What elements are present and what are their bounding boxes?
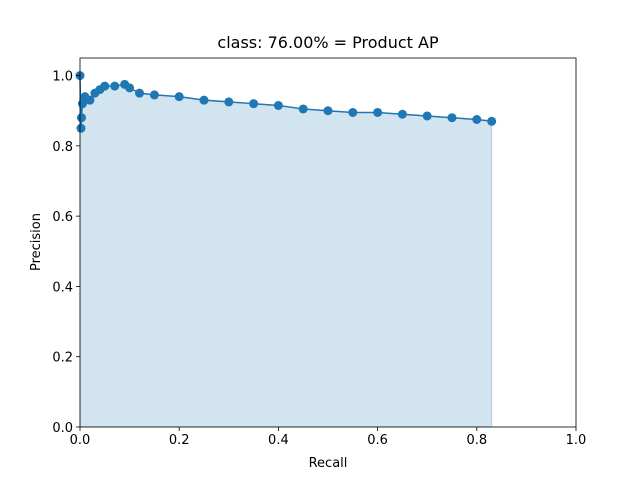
point bbox=[273, 100, 283, 110]
y-tick-label: 0.2 bbox=[52, 351, 73, 366]
point bbox=[85, 95, 95, 105]
point bbox=[110, 81, 120, 91]
plot-frame bbox=[79, 57, 577, 428]
y-tick-label: 0.4 bbox=[52, 280, 73, 295]
point bbox=[149, 90, 159, 100]
x-axis-label: Recall bbox=[309, 456, 348, 471]
y-tick-label: 1.0 bbox=[52, 70, 73, 85]
point bbox=[348, 107, 358, 117]
point bbox=[174, 92, 184, 102]
point bbox=[125, 83, 135, 93]
point bbox=[249, 99, 259, 109]
y-tick-label: 0.6 bbox=[52, 210, 73, 225]
y-tick-label: 0.0 bbox=[52, 421, 73, 436]
point bbox=[135, 88, 145, 98]
x-tick-label: 0.2 bbox=[169, 433, 190, 448]
point bbox=[100, 81, 110, 91]
point bbox=[224, 97, 234, 107]
x-tick-label: 0.6 bbox=[367, 433, 388, 448]
x-tick-label: 0.0 bbox=[70, 433, 91, 448]
point bbox=[76, 113, 86, 123]
point bbox=[323, 106, 333, 116]
y-tick-label: 0.8 bbox=[52, 140, 73, 155]
area bbox=[79, 75, 493, 428]
point bbox=[487, 116, 497, 126]
point bbox=[397, 109, 407, 119]
point bbox=[298, 104, 308, 114]
point bbox=[422, 111, 432, 121]
x-tick-label: 0.8 bbox=[466, 433, 487, 448]
x-tick-label: 1.0 bbox=[566, 433, 587, 448]
point bbox=[472, 115, 482, 124]
point bbox=[76, 123, 86, 133]
x-tick-label: 0.4 bbox=[268, 433, 289, 448]
y-axis-label: Precision bbox=[29, 213, 44, 271]
chart-title: class: 76.00% = Product AP bbox=[217, 33, 439, 52]
point bbox=[373, 107, 383, 117]
point bbox=[447, 113, 457, 123]
point bbox=[199, 95, 209, 105]
